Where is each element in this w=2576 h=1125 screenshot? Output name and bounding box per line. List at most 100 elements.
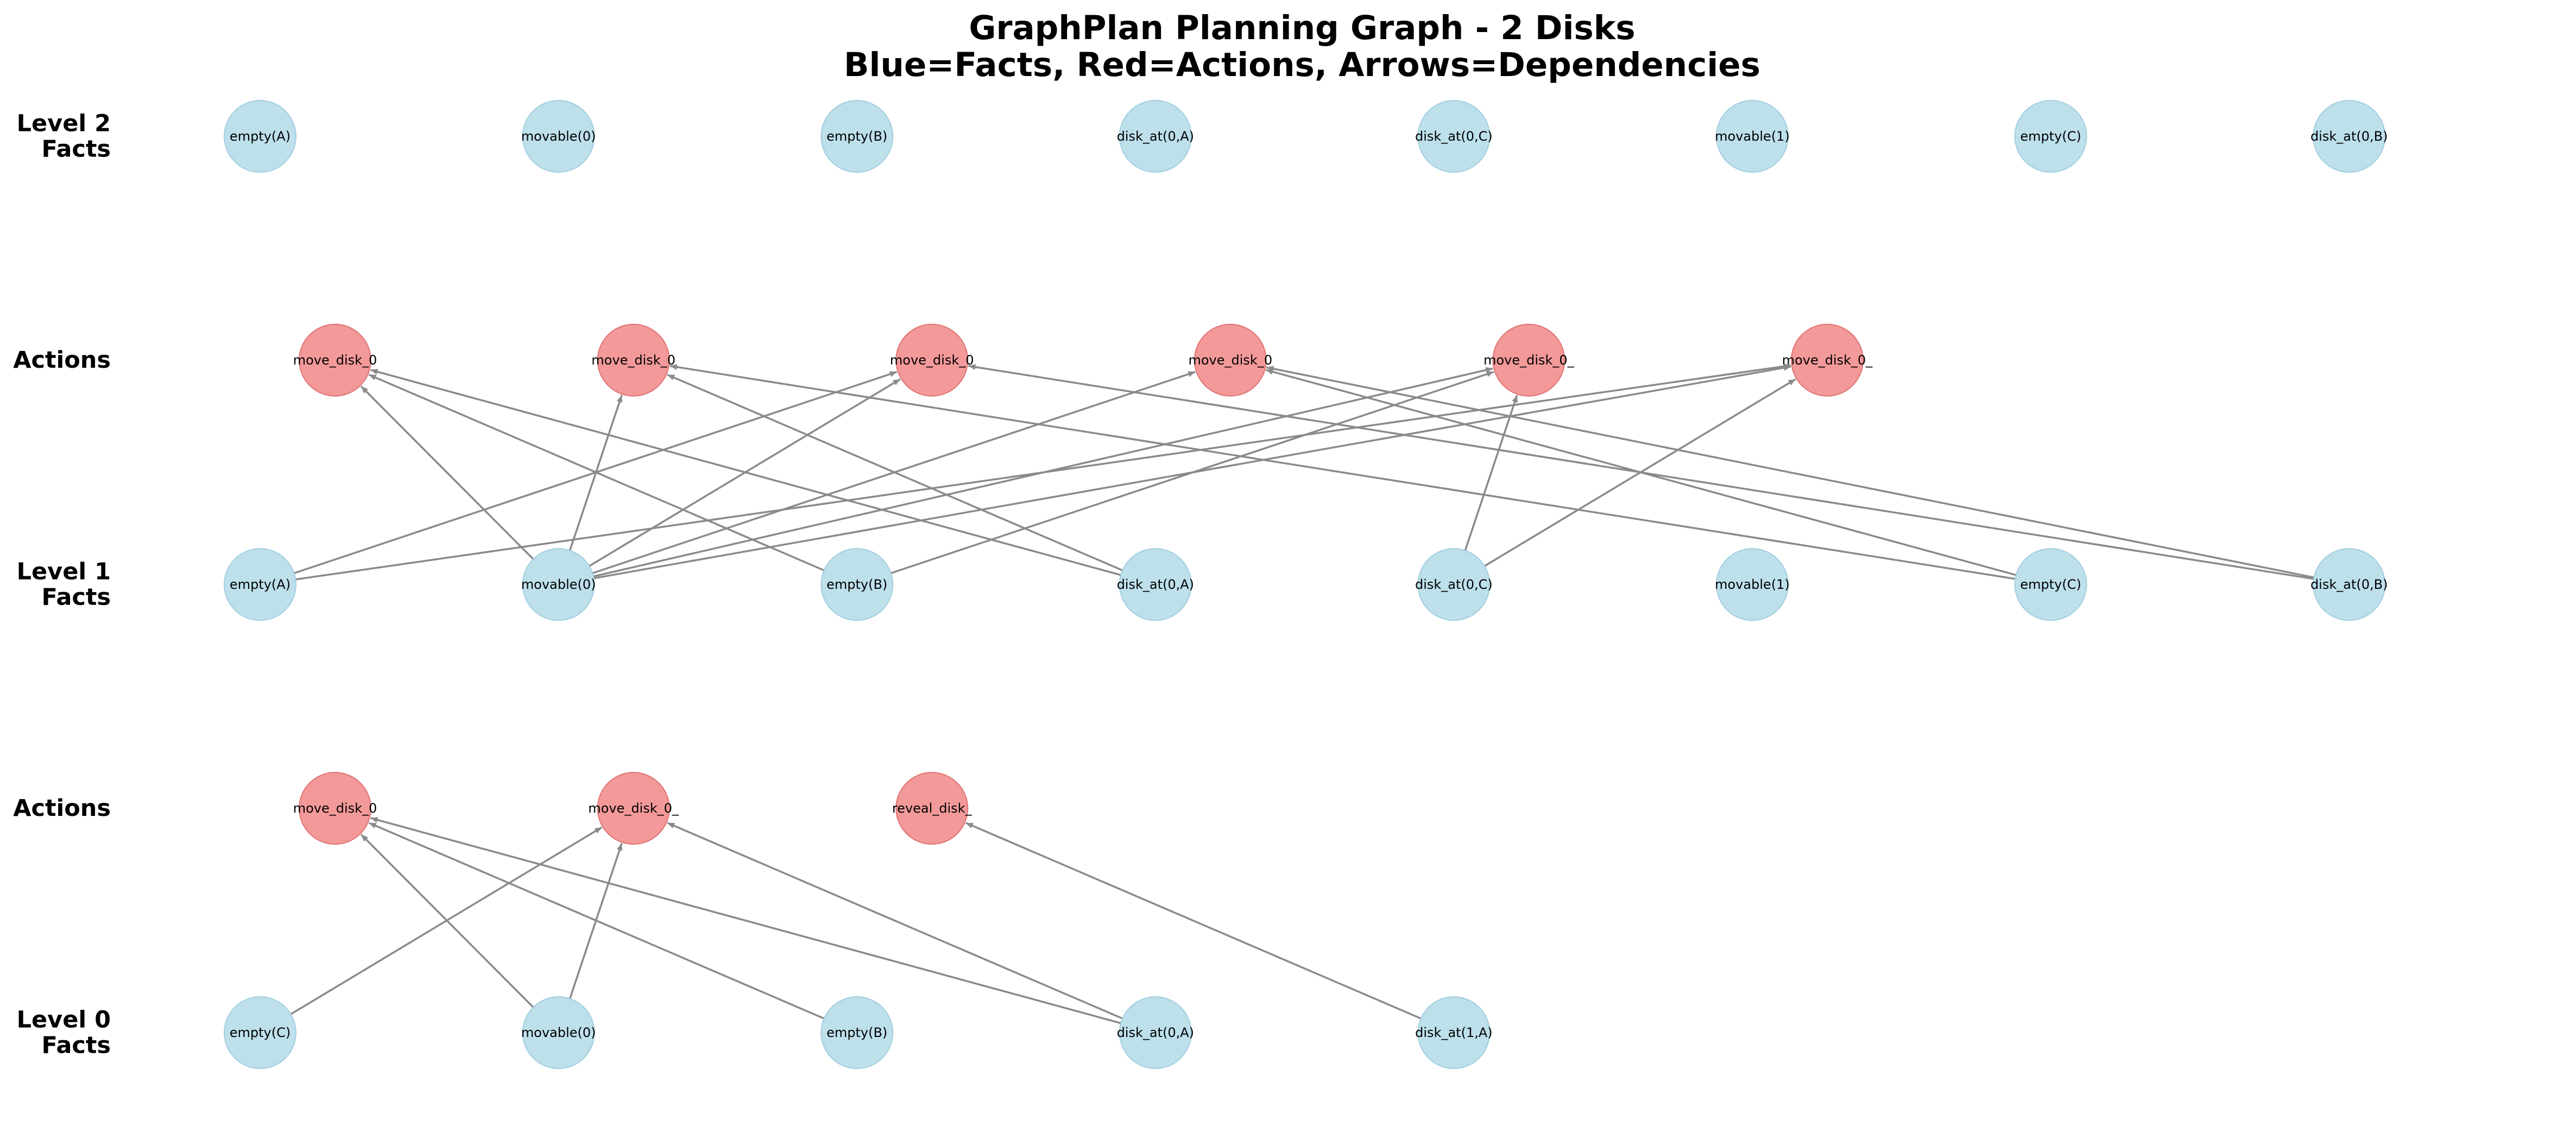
dependency-edge [1464,394,1518,551]
level-label: Level 1 [17,558,111,586]
fact-node-circle [522,100,595,173]
node-label: empty(A) [230,577,291,592]
fact-node-circle [522,548,595,621]
fact-node: empty(A) [224,548,296,621]
fact-node: movable(0) [521,996,596,1069]
node-label: disk_at(0,A) [1117,577,1194,592]
action-node-circle [1194,324,1267,397]
action-node: move_disk_0 [890,324,974,397]
fact-node: empty(C) [2014,100,2087,173]
node-label: move_disk_0_ [1483,353,1575,368]
fact-node-circle [1119,100,1192,173]
fact-node-circle [820,100,894,173]
fact-node: empty(A) [224,100,296,173]
dependency-edge [968,364,2314,580]
fact-node: disk_at(0,C) [1415,548,1493,621]
node-label: disk_at(0,C) [1415,129,1493,144]
node-label: empty(C) [230,1025,291,1040]
fact-node-circle [1417,100,1491,173]
fact-node: disk_at(0,B) [2310,548,2388,621]
fact-node-circle [2014,100,2087,173]
fact-node-circle [1716,100,1789,173]
node-label: empty(C) [2020,129,2081,144]
dependency-edge [370,369,1121,576]
dependency-edges [290,363,2314,1025]
fact-node: empty(B) [820,100,894,173]
fact-node-circle [1417,996,1491,1069]
fact-node-circle [224,548,296,621]
dependency-edge [370,817,1121,1025]
node-label: movable(1) [1715,577,1790,592]
graph-title-line-1: GraphPlan Planning Graph - 2 Disks [969,9,1635,47]
action-node: move_disk_0 [293,772,377,845]
action-node-circle [1492,324,1565,397]
dependency-edge [965,822,1422,1020]
node-label: movable(0) [521,577,596,592]
level-label: Facts [41,1032,111,1059]
node-label: movable(0) [521,1025,596,1040]
fact-node: disk_at(0,A) [1117,548,1194,621]
level-label: Facts [41,136,111,163]
level-label: Actions [13,347,111,374]
action-node-circle [597,772,670,845]
fact-node: movable(0) [521,548,596,621]
fact-node-circle [820,996,894,1069]
action-node: reveal_disk_ [892,772,973,845]
fact-node: disk_at(0,A) [1117,996,1194,1069]
fact-node-circle [1417,548,1491,621]
action-node-circle [299,324,371,397]
fact-node: empty(C) [2014,548,2087,621]
node-label: move_disk_0 [1188,353,1272,368]
action-node: move_disk_0_ [588,772,679,845]
action-node-circle [895,772,969,845]
fact-node-circle [1716,548,1789,621]
node-label: move_disk_0 [293,801,377,816]
fact-node-circle [2313,100,2386,173]
fact-node-circle [522,996,595,1069]
fact-node: movable(1) [1715,100,1790,173]
node-label: empty(B) [826,577,887,592]
dependency-edge [368,374,825,571]
fact-node: disk_at(1,A) [1415,996,1493,1069]
fact-node-circle [224,100,296,173]
fact-node-circle [2014,548,2087,621]
node-label: empty(A) [230,129,291,144]
node-label: movable(0) [521,129,596,144]
fact-node: disk_at(0,A) [1117,100,1194,173]
action-node: move_disk_0 [591,324,675,397]
dependency-edge [360,385,534,560]
fact-node: movable(0) [521,100,596,173]
fact-node-circle [224,996,296,1069]
fact-node-circle [1119,996,1192,1069]
action-node-circle [597,324,670,397]
dependency-edge [670,364,2016,580]
action-node-circle [895,324,969,397]
node-label: move_disk_0 [890,353,974,368]
fact-node-circle [820,548,894,621]
node-label: disk_at(0,A) [1117,129,1194,144]
node-label: move_disk_0_ [1782,353,1873,368]
node-label: reveal_disk_ [892,801,973,816]
fact-node: movable(1) [1715,548,1790,621]
dependency-edge [368,822,825,1020]
action-node-circle [1791,324,1864,397]
level-label: Level 2 [17,110,111,137]
node-label: disk_at(0,C) [1415,577,1493,592]
action-node-circle [299,772,371,845]
action-node: move_disk_0 [1188,324,1272,397]
fact-node: empty(C) [224,996,296,1069]
node-label: move_disk_0 [293,353,377,368]
level-label: Actions [13,795,111,822]
node-label: disk_at(0,B) [2310,577,2388,592]
fact-node: disk_at(0,B) [2310,100,2388,173]
node-label: disk_at(0,B) [2310,129,2388,144]
node-label: empty(C) [2020,577,2081,592]
level-label: Level 0 [17,1007,111,1034]
node-label: move_disk_0_ [588,801,679,816]
fact-node: disk_at(0,C) [1415,100,1493,173]
fact-node: empty(B) [820,996,894,1069]
dependency-edge [1266,366,2314,579]
action-node: move_disk_0_ [1782,324,1873,397]
node-label: empty(B) [826,129,887,144]
